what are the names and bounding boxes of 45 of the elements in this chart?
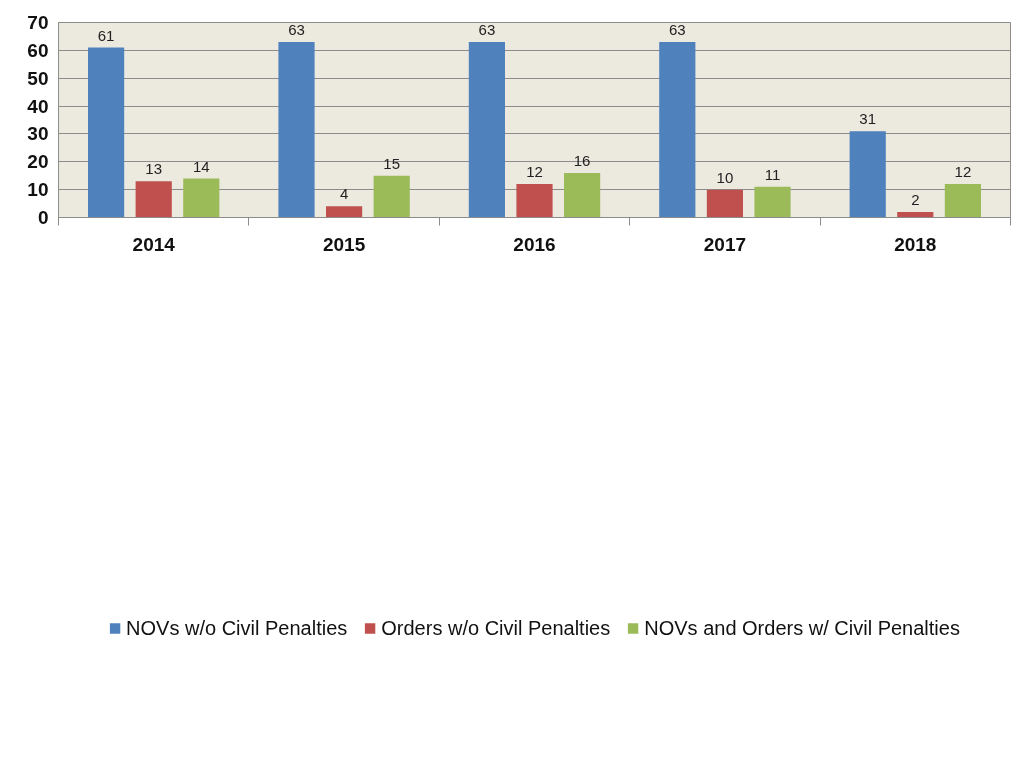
data-label: 10 <box>716 168 734 186</box>
bar <box>516 184 553 218</box>
bar <box>468 42 505 218</box>
bar <box>944 184 981 218</box>
y-tick-label: 40 <box>27 95 49 117</box>
x-tick-label: 2014 <box>132 233 176 255</box>
bar <box>278 42 315 218</box>
bar <box>135 181 172 218</box>
y-tick-label: 20 <box>27 151 49 173</box>
bar <box>706 189 743 218</box>
bar <box>183 178 220 218</box>
bar <box>373 175 410 218</box>
bar <box>564 172 601 218</box>
y-tick-label: 0 <box>37 207 49 228</box>
bar <box>326 206 363 218</box>
x-tick-label: 2017 <box>703 233 747 255</box>
data-label: 16 <box>573 151 591 169</box>
legend-label: NOVs w/o Civil Penalties <box>126 616 348 640</box>
y-tick-label: 60 <box>27 39 49 61</box>
x-tick-label: 2016 <box>513 233 556 255</box>
data-label: 15 <box>383 154 401 172</box>
bar <box>659 42 696 218</box>
data-label: 12 <box>954 163 972 181</box>
y-tick-label: 10 <box>27 179 49 201</box>
data-label: 12 <box>526 163 543 181</box>
x-tick-label: 2018 <box>894 233 937 255</box>
data-label: 2 <box>911 190 920 208</box>
legend-label: NOVs and Orders w/ Civil Penalties <box>644 616 960 640</box>
bar <box>754 186 791 218</box>
bar <box>849 131 886 218</box>
y-tick-label: 30 <box>27 123 49 145</box>
x-tick-label: 2015 <box>322 233 366 255</box>
y-tick-label: 50 <box>27 67 49 89</box>
data-label: 11 <box>764 165 781 183</box>
bar <box>88 47 125 218</box>
data-label: 61 <box>97 26 115 44</box>
data-label: 4 <box>339 185 349 203</box>
data-label: 63 <box>478 21 496 38</box>
data-label: 31 <box>859 110 877 128</box>
y-tick-label: 70 <box>27 12 49 33</box>
data-label: 63 <box>288 21 305 38</box>
legend-label: Orders w/o Civil Penalties <box>381 616 611 640</box>
data-label: 13 <box>145 160 163 178</box>
data-label: 14 <box>192 157 210 175</box>
data-label: 63 <box>668 21 686 38</box>
